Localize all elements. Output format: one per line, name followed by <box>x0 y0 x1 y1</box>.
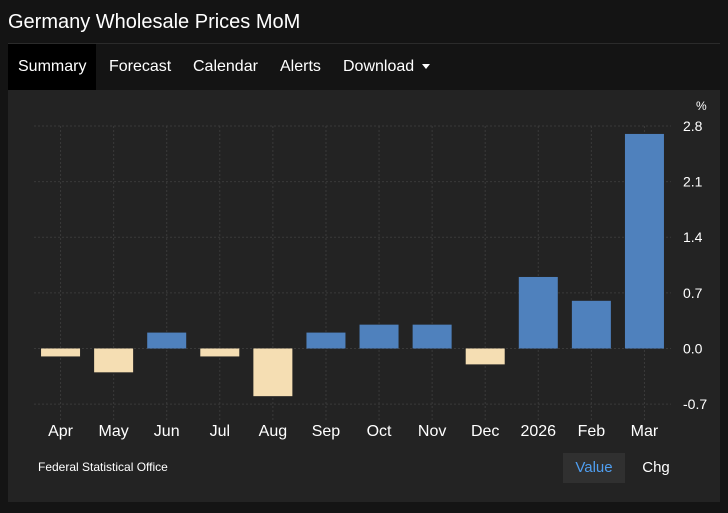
x-tick-label: 2026 <box>520 423 556 440</box>
bar-dec <box>465 348 505 365</box>
tab-download[interactable]: Download <box>333 44 440 90</box>
bar-apr <box>41 348 81 357</box>
tab-alerts[interactable]: Alerts <box>280 58 321 75</box>
y-tick-label: 1.4 <box>683 229 703 245</box>
x-tick-label: Feb <box>578 423 606 440</box>
bar-may <box>94 348 134 373</box>
bar-sep <box>306 332 346 349</box>
bar-chart: 2.8 2.1 1.4 0.7 0.0 -0.7% Apr May Jun Jul Aug Sep Oc… <box>34 99 707 440</box>
tab-download-label: Download <box>343 58 415 75</box>
x-tick-label: Dec <box>471 423 499 440</box>
bar-jul <box>200 348 240 357</box>
bar-2026 <box>518 276 558 349</box>
tab-forecast[interactable]: Forecast <box>109 58 172 75</box>
x-tick-label: Jul <box>210 423 230 440</box>
y-unit-label: % <box>696 99 707 113</box>
y-tick-label: 2.8 <box>683 118 703 134</box>
x-tick-label: May <box>99 423 129 440</box>
y-tick-label: 0.0 <box>683 340 703 356</box>
bar-nov <box>412 324 452 349</box>
x-tick-label: Jun <box>154 423 180 440</box>
x-tick-label: Nov <box>418 423 446 440</box>
x-tick-label: Mar <box>631 423 659 440</box>
tab-bar: Summary Forecast Calendar Alerts Downloa… <box>8 43 720 91</box>
x-tick-label: Apr <box>48 423 74 440</box>
x-tick-label: Sep <box>312 423 341 440</box>
source-label: Federal Statistical Office <box>38 460 168 474</box>
chart-panel: 2.8 2.1 1.4 0.7 0.0 -0.7% Apr May Jun Jul Aug Sep Oc… <box>8 90 720 502</box>
page-title: Germany Wholesale Prices MoM <box>8 11 301 33</box>
bar-oct <box>359 324 399 349</box>
chg-button[interactable]: Chg <box>642 459 670 476</box>
bar-feb <box>571 300 611 349</box>
y-tick-label: 2.1 <box>683 174 703 190</box>
y-tick-label: 0.7 <box>683 285 703 301</box>
tab-summary[interactable]: Summary <box>8 44 97 90</box>
chevron-down-icon <box>422 64 431 70</box>
bar-aug <box>253 348 293 397</box>
x-tick-label: Aug <box>259 423 287 440</box>
bar-mar <box>624 133 664 349</box>
x-tick-label: Oct <box>367 423 392 440</box>
y-tick-label: -0.7 <box>683 396 707 412</box>
value-button[interactable]: Value <box>563 453 625 483</box>
tab-calendar[interactable]: Calendar <box>193 58 258 75</box>
bar-jun <box>147 332 187 349</box>
